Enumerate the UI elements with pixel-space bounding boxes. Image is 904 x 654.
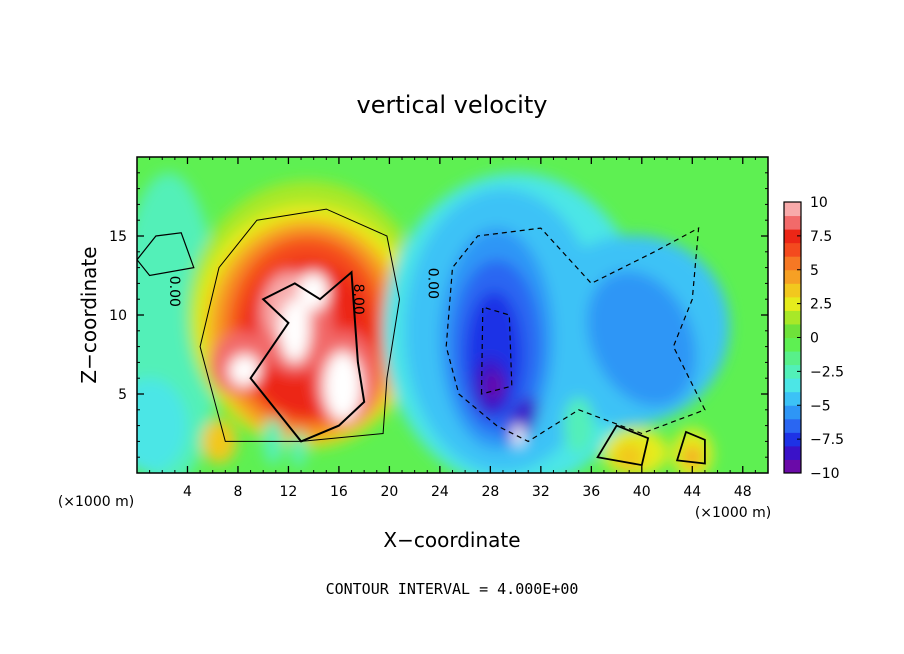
field-cell-20	[290, 430, 307, 469]
colorbar-swatch	[784, 418, 801, 433]
colorbar-swatch	[784, 269, 801, 284]
contour-label-2: 0.00	[425, 268, 441, 299]
colorbar-swatch	[784, 256, 801, 271]
x-unit-label: (×1000 m)	[58, 494, 134, 510]
colorbar-label: −10	[810, 466, 840, 482]
contour-minus4-downdraft	[480, 306, 513, 395]
colorbar-swatch	[784, 351, 801, 366]
field-cell-16	[228, 354, 260, 386]
y-tick-label: 10	[109, 308, 127, 324]
field-cell-31	[512, 424, 524, 447]
x-tick-label: 16	[330, 484, 348, 500]
colorbar-swatch	[784, 445, 801, 460]
colorbar-label: 2.5	[810, 297, 832, 313]
y-tick-label: 15	[109, 229, 127, 245]
colorbar-swatch	[784, 202, 801, 217]
field-cell-30	[485, 373, 503, 399]
colorbar-swatch	[784, 215, 801, 230]
zero-contour-updraft	[199, 208, 401, 442]
colorbar-label: 10	[810, 195, 828, 211]
field-cell-14	[323, 351, 362, 421]
contour-interval-note: CONTOUR INTERVAL = 4.000E+00	[326, 580, 579, 598]
x-tick-label: 36	[582, 484, 600, 500]
colorbar-swatch	[784, 378, 801, 393]
colorbar-label: 0	[810, 331, 819, 347]
x-tick-label: 40	[633, 484, 651, 500]
colorbar-label: −5	[810, 398, 831, 414]
colorbar-swatch	[784, 337, 801, 352]
colorbar-label: −2.5	[810, 364, 844, 380]
x-tick-label: 4	[183, 484, 192, 500]
x-tick-label: 44	[683, 484, 701, 500]
x-tick-label: 12	[280, 484, 298, 500]
field-cell-15	[279, 299, 310, 363]
colorbar: 10 7.5 5 2.5 0 −2.5 −5 −7.5 −10	[783, 195, 844, 482]
colorbar-swatch	[784, 391, 801, 406]
field-cell-25	[587, 270, 697, 407]
x-tick-label: 8	[233, 484, 242, 500]
y-axis: 5 10 15	[109, 172, 768, 458]
colorbar-swatch	[784, 296, 801, 311]
y-axis-title: Z−coordinate	[77, 246, 101, 383]
x-unit-label-right: (×1000 m)	[695, 505, 771, 521]
velocity-field	[137, 172, 730, 473]
colorbar-swatch	[784, 432, 801, 447]
colorbar-label: 7.5	[810, 229, 832, 245]
field-cell-33	[614, 442, 645, 472]
colorbar-swatch	[784, 364, 801, 379]
zero-contour-left	[137, 232, 195, 277]
field-cell-18	[201, 419, 237, 464]
field-cell-35	[683, 446, 702, 469]
colorbar-swatch	[784, 229, 801, 244]
y-tick-label: 5	[118, 387, 127, 403]
field-cell-17	[298, 272, 329, 311]
contour-8-updraft	[249, 270, 366, 443]
zero-contour-bump-2	[675, 430, 706, 465]
colorbar-label: 5	[810, 263, 819, 279]
x-tick-label: 20	[380, 484, 398, 500]
x-tick-label: 24	[431, 484, 449, 500]
colorbar-swatch	[784, 405, 801, 420]
contour-label-group: 0.00 8.00 0.00	[166, 268, 441, 315]
colorbar-swatch	[784, 323, 801, 338]
x-tick-label: 48	[734, 484, 752, 500]
field-cell-36	[563, 397, 594, 455]
colorbar-swatch	[784, 242, 801, 257]
contour-lines	[137, 208, 706, 467]
colorbar-label: −7.5	[810, 432, 844, 448]
field-cell-1	[137, 378, 188, 473]
colorbar-swatch	[784, 310, 801, 325]
colorbar-swatch	[784, 459, 801, 474]
chart-title: vertical velocity	[357, 91, 548, 119]
contour-label-0: 0.00	[166, 276, 182, 307]
x-axis-title: X−coordinate	[383, 528, 520, 552]
colorbar-swatch	[784, 283, 801, 298]
x-tick-label: 28	[481, 484, 499, 500]
zero-contour-bump-1	[596, 424, 650, 467]
contour-label-1: 8.00	[350, 284, 366, 315]
x-axis: 4 8 12 16 20 24 28 32 36 40 44 48	[149, 157, 769, 500]
x-tick-label: 32	[532, 484, 550, 500]
zero-contour-downdraft	[445, 227, 706, 443]
